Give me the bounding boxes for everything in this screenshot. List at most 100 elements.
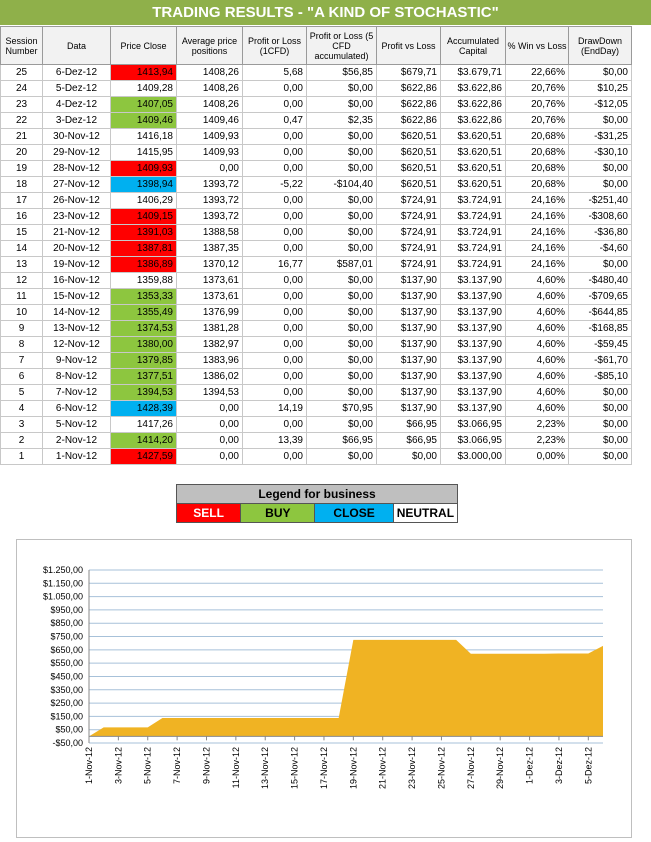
cell-pl5: $0,00 [306, 288, 377, 305]
cell-price: 1355,49 [110, 304, 177, 321]
cell-win: 20,68% [505, 176, 569, 193]
cell-pvl: $137,90 [376, 320, 441, 337]
x-tick-label: 13-Nov-12 [260, 747, 270, 789]
cell-cap: $3.137,90 [440, 272, 506, 289]
x-tick-label: 3-Nov-12 [113, 747, 123, 784]
x-tick-label: 17-Nov-12 [319, 747, 329, 789]
cell-session: 18 [0, 176, 43, 193]
cell-win: 20,76% [505, 80, 569, 97]
x-tick-label: 25-Nov-12 [436, 747, 446, 789]
x-tick-label: 1-Nov-12 [84, 747, 94, 784]
cell-session: 25 [0, 64, 43, 81]
cell-date: 7-Nov-12 [42, 384, 111, 401]
cell-cap: $3.137,90 [440, 288, 506, 305]
cell-date: 2-Nov-12 [42, 432, 111, 449]
cell-price: 1406,29 [110, 192, 177, 209]
cell-dd: -$85,10 [568, 368, 632, 385]
cell-date: 23-Nov-12 [42, 208, 111, 225]
cell-win: 4,60% [505, 320, 569, 337]
cell-session: 8 [0, 336, 43, 353]
cell-pl5: $0,00 [306, 144, 377, 161]
table-row: 24 5-Dez-12 1409,28 1408,26 0,00 $0,00 $622,86… [0, 80, 632, 97]
cell-pvl: $724,91 [376, 256, 441, 273]
cell-dd: $0,00 [568, 448, 632, 465]
cell-price: 1416,18 [110, 128, 177, 145]
table-row: 2 2-Nov-12 1414,20 0,00 13,39 $66,95 $66,95 $3.… [0, 432, 632, 449]
y-tick-label: $50,00 [55, 725, 83, 735]
cell-pl1: 0,00 [242, 288, 307, 305]
x-tick-label: 21-Nov-12 [378, 747, 388, 789]
cell-avg: 0,00 [176, 416, 243, 433]
cell-cap: $3.066,95 [440, 416, 506, 433]
cell-cap: $3.724,91 [440, 256, 506, 273]
cell-date: 30-Nov-12 [42, 128, 111, 145]
cell-pvl: $620,51 [376, 176, 441, 193]
cell-pl5: $70,95 [306, 400, 377, 417]
cell-pvl: $620,51 [376, 128, 441, 145]
cell-cap: $3.137,90 [440, 400, 506, 417]
cell-price: 1409,15 [110, 208, 177, 225]
cell-date: 15-Nov-12 [42, 288, 111, 305]
cell-date: 1-Nov-12 [42, 448, 111, 465]
x-tick-label: 29-Nov-12 [495, 747, 505, 789]
col-header: Profit vs Loss [376, 26, 441, 65]
y-tick-label: $1.150,00 [43, 578, 83, 588]
cell-dd: $0,00 [568, 416, 632, 433]
cell-date: 20-Nov-12 [42, 240, 111, 257]
cell-avg: 1394,53 [176, 384, 243, 401]
cell-price: 1414,20 [110, 432, 177, 449]
cell-price: 1359,88 [110, 272, 177, 289]
cell-win: 20,68% [505, 128, 569, 145]
x-tick-label: 27-Nov-12 [466, 747, 476, 789]
cell-dd: -$30,10 [568, 144, 632, 161]
cell-pvl: $622,86 [376, 80, 441, 97]
cell-pl1: 0,00 [242, 96, 307, 113]
x-tick-label: 3-Dez-12 [554, 747, 564, 784]
cell-avg: 0,00 [176, 432, 243, 449]
cell-pl1: 0,47 [242, 112, 307, 129]
cell-date: 19-Nov-12 [42, 256, 111, 273]
cell-pvl: $137,90 [376, 400, 441, 417]
y-tick-label: $550,00 [50, 658, 83, 668]
cell-pvl: $622,86 [376, 112, 441, 129]
legend-title: Legend for business [176, 484, 458, 504]
cell-cap: $3.724,91 [440, 208, 506, 225]
cell-session: 24 [0, 80, 43, 97]
cell-cap: $3.622,86 [440, 96, 506, 113]
cell-dd: $0,00 [568, 384, 632, 401]
cell-date: 8-Nov-12 [42, 368, 111, 385]
cell-session: 1 [0, 448, 43, 465]
table-row: 23 4-Dez-12 1407,05 1408,26 0,00 $0,00 $622,86… [0, 96, 632, 113]
cell-win: 24,16% [505, 192, 569, 209]
y-tick-label: $850,00 [50, 618, 83, 628]
col-header: Average price positions [176, 26, 243, 65]
cell-pvl: $620,51 [376, 144, 441, 161]
cell-price: 1409,93 [110, 160, 177, 177]
col-header: Accumulated Capital [440, 26, 506, 65]
cell-avg: 1373,61 [176, 288, 243, 305]
col-header: Data [42, 26, 111, 65]
cell-session: 23 [0, 96, 43, 113]
cell-avg: 1387,35 [176, 240, 243, 257]
cell-dd: -$12,05 [568, 96, 632, 113]
cell-pl5: $0,00 [306, 352, 377, 369]
cell-pl5: $0,00 [306, 80, 377, 97]
cell-dd: -$36,80 [568, 224, 632, 241]
cell-price: 1398,94 [110, 176, 177, 193]
cell-session: 12 [0, 272, 43, 289]
cell-dd: -$251,40 [568, 192, 632, 209]
x-tick-label: 11-Nov-12 [231, 747, 241, 788]
cell-pvl: $724,91 [376, 192, 441, 209]
cell-cap: $3.000,00 [440, 448, 506, 465]
x-tick-label: 1-Dez-12 [525, 747, 535, 784]
cell-win: 0,00% [505, 448, 569, 465]
cell-pl1: 0,00 [242, 336, 307, 353]
cell-avg: 1393,72 [176, 192, 243, 209]
cell-pvl: $679,71 [376, 64, 441, 81]
cell-dd: -$480,40 [568, 272, 632, 289]
cell-win: 4,60% [505, 368, 569, 385]
cell-pl1: -5,22 [242, 176, 307, 193]
table-row: 11 15-Nov-12 1353,33 1373,61 0,00 $0,00 $137,9… [0, 288, 632, 305]
cell-pl1: 0,00 [242, 240, 307, 257]
cell-avg: 1381,28 [176, 320, 243, 337]
